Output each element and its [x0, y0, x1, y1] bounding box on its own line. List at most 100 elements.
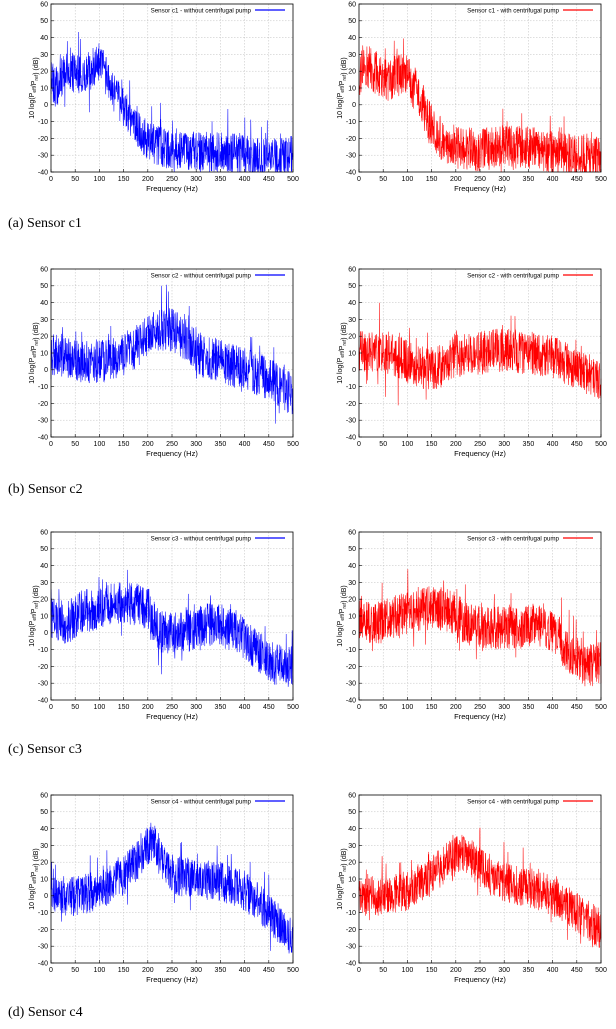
y-tick-label: 60: [348, 266, 356, 273]
y-tick-label: 0: [352, 102, 356, 109]
x-tick-label: 150: [118, 704, 130, 711]
y-tick-label: 10: [40, 350, 48, 357]
x-tick-label: 300: [498, 967, 510, 974]
x-axis-label: Frequency (Hz): [146, 184, 198, 193]
y-axis-label: 10 log(Peff/Pref) (dB): [337, 585, 348, 647]
x-tick-label: 0: [49, 176, 53, 183]
x-tick-label: 250: [166, 967, 178, 974]
x-tick-label: 200: [142, 441, 154, 448]
x-tick-label: 0: [357, 967, 361, 974]
y-tick-label: -20: [346, 401, 356, 408]
y-tick-label: 60: [40, 529, 48, 536]
y-tick-label: 10: [40, 85, 48, 92]
x-tick-label: 100: [94, 967, 106, 974]
x-tick-label: 100: [402, 704, 414, 711]
x-axis-label: Frequency (Hz): [454, 975, 506, 984]
y-tick-label: 50: [40, 546, 48, 553]
y-tick-label: 30: [348, 52, 356, 59]
x-tick-label: 250: [474, 704, 486, 711]
y-tick-label: -40: [38, 697, 48, 704]
caption-c: (c) Sensor c3: [8, 742, 82, 757]
caption-a: (a) Sensor c1: [8, 216, 82, 231]
x-tick-label: 50: [71, 967, 79, 974]
x-tick-label: 500: [287, 967, 299, 974]
x-tick-label: 250: [474, 967, 486, 974]
y-tick-label: 50: [40, 283, 48, 290]
legend-label: Sensor c4 - with centrifugal pump: [467, 799, 559, 806]
x-tick-label: 50: [379, 967, 387, 974]
x-tick-label: 200: [450, 967, 462, 974]
x-tick-label: 500: [595, 441, 607, 448]
x-tick-label: 200: [142, 704, 154, 711]
y-tick-label: 30: [40, 317, 48, 324]
y-tick-label: -20: [38, 927, 48, 934]
y-tick-label: 20: [348, 334, 356, 341]
x-tick-label: 150: [118, 176, 130, 183]
y-tick-label: 60: [40, 792, 48, 799]
x-tick-label: 400: [239, 441, 251, 448]
x-tick-label: 100: [402, 176, 414, 183]
y-tick-label: 20: [348, 69, 356, 76]
y-tick-label: 50: [348, 18, 356, 25]
x-tick-label: 150: [426, 967, 438, 974]
x-tick-label: 500: [595, 704, 607, 711]
y-tick-label: 0: [352, 893, 356, 900]
x-axis-label: Frequency (Hz): [454, 184, 506, 193]
y-tick-label: 10: [348, 350, 356, 357]
y-tick-label: 60: [40, 266, 48, 273]
x-tick-label: 300: [190, 704, 202, 711]
y-tick-label: 40: [348, 35, 356, 42]
x-tick-label: 200: [450, 704, 462, 711]
x-tick-label: 100: [94, 176, 106, 183]
y-tick-label: 40: [40, 826, 48, 833]
caption-b: (b) Sensor c2: [8, 482, 83, 497]
x-tick-label: 350: [523, 704, 535, 711]
x-tick-label: 400: [239, 967, 251, 974]
x-tick-label: 500: [287, 176, 299, 183]
x-tick-label: 150: [118, 441, 130, 448]
x-tick-label: 250: [474, 441, 486, 448]
y-tick-label: 40: [40, 300, 48, 307]
y-tick-label: 10: [348, 876, 356, 883]
y-axis-label: 10 log(Peff/Pref) (dB): [337, 322, 348, 384]
x-tick-label: 200: [142, 967, 154, 974]
x-tick-label: 150: [118, 967, 130, 974]
y-tick-label: -40: [346, 697, 356, 704]
y-tick-label: 10: [348, 613, 356, 620]
x-tick-label: 450: [571, 441, 583, 448]
x-tick-label: 0: [49, 967, 53, 974]
y-tick-label: -20: [346, 927, 356, 934]
y-tick-label: 50: [40, 18, 48, 25]
y-tick-label: -30: [346, 944, 356, 951]
y-tick-label: -10: [38, 647, 48, 654]
x-tick-label: 300: [190, 176, 202, 183]
x-tick-label: 300: [498, 441, 510, 448]
x-tick-label: 400: [547, 967, 559, 974]
x-tick-label: 200: [450, 441, 462, 448]
x-tick-label: 450: [263, 176, 275, 183]
y-tick-label: -30: [346, 153, 356, 160]
y-tick-label: 30: [40, 580, 48, 587]
x-tick-label: 400: [547, 704, 559, 711]
y-tick-label: -10: [38, 384, 48, 391]
x-tick-label: 400: [239, 704, 251, 711]
x-tick-label: 400: [547, 441, 559, 448]
x-tick-label: 0: [357, 441, 361, 448]
y-tick-label: -10: [346, 910, 356, 917]
y-tick-label: 50: [348, 283, 356, 290]
y-tick-label: -40: [38, 434, 48, 441]
series-line: [50, 569, 294, 687]
chart-c2-with-pump: 0 50 100 150 200 250 300 350 400 450 500-40-30-20-…: [337, 266, 607, 458]
y-tick-label: 0: [44, 102, 48, 109]
chart-c2-without-pump: 0 50 100 150 200 250 300 350 400 450 500-40-30-20-…: [29, 266, 299, 458]
chart-c3-with-pump: 0 50 100 150 200 250 300 350 400 450 500-40-30-20-…: [337, 529, 607, 721]
legend-label: Sensor c2 - without centrifugal pump: [151, 273, 252, 280]
x-tick-label: 350: [215, 441, 227, 448]
y-tick-label: 0: [44, 630, 48, 637]
y-tick-label: 60: [348, 792, 356, 799]
x-tick-label: 350: [215, 704, 227, 711]
legend-label: Sensor c4 - without centrifugal pump: [151, 799, 252, 806]
x-tick-label: 300: [498, 704, 510, 711]
x-tick-label: 500: [595, 176, 607, 183]
